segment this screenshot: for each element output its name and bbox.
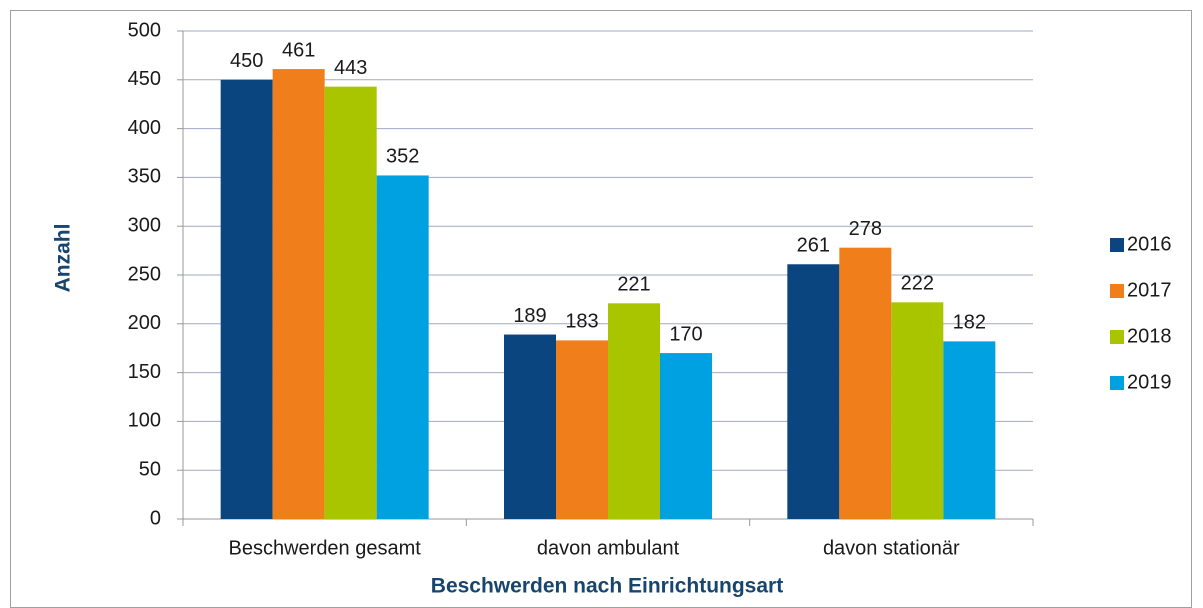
bar (324, 86, 377, 519)
legend-label: 2016 (1127, 233, 1172, 255)
legend-label: 2019 (1127, 371, 1172, 393)
legend-swatch (1110, 284, 1124, 298)
x-tick-label: Beschwerden gesamt (229, 537, 422, 559)
bar (556, 340, 608, 519)
y-tick-label: 350 (128, 166, 161, 188)
data-label: 170 (669, 323, 702, 345)
legend-swatch (1110, 376, 1124, 390)
y-tick-label: 100 (128, 410, 161, 432)
bar (891, 302, 944, 519)
data-label: 222 (901, 273, 934, 295)
x-tick-label: davon ambulant (537, 537, 680, 559)
y-tick-label: 50 (139, 458, 161, 480)
bar (660, 353, 712, 519)
legend-swatch (1110, 330, 1124, 344)
bar (787, 264, 840, 519)
bar (504, 334, 556, 519)
legend-label: 2018 (1127, 325, 1172, 347)
y-tick-label: 450 (128, 68, 161, 90)
data-label: 261 (797, 235, 830, 257)
bar (839, 247, 892, 519)
bar (272, 69, 325, 520)
data-label: 189 (513, 305, 546, 327)
y-tick-label: 150 (128, 361, 161, 383)
y-tick-label: 0 (150, 507, 161, 529)
data-label: 352 (386, 146, 419, 168)
data-label: 182 (953, 312, 986, 334)
data-label: 221 (617, 274, 650, 296)
data-label: 443 (334, 57, 367, 79)
y-axis-title: Anzahl (52, 224, 75, 293)
bar (376, 175, 429, 519)
y-tick-label: 300 (128, 214, 161, 236)
bar (220, 79, 273, 520)
y-tick-label: 200 (128, 312, 161, 334)
legend-label: 2017 (1127, 279, 1172, 301)
data-label: 450 (230, 50, 263, 72)
x-tick-label: davon stationär (823, 537, 960, 559)
data-label: 278 (849, 218, 882, 240)
y-tick-label: 250 (128, 263, 161, 285)
x-axis-title: Beschwerden nach Einrichtungsart (431, 575, 783, 598)
y-tick-label: 400 (128, 117, 161, 139)
data-label: 183 (565, 311, 598, 333)
bar (608, 303, 660, 519)
y-tick-label: 500 (128, 19, 161, 41)
data-label: 461 (282, 39, 315, 61)
bar (943, 341, 996, 519)
legend-swatch (1110, 238, 1124, 252)
